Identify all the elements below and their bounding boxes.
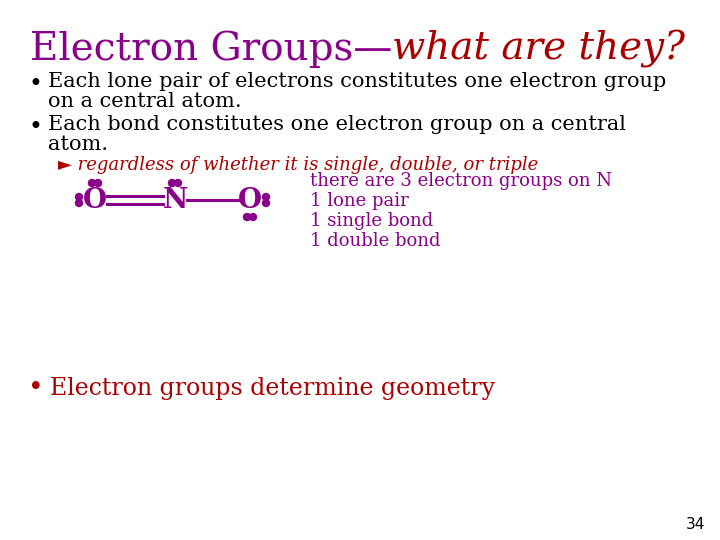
Text: O: O: [83, 186, 107, 213]
Text: Electron Groups—: Electron Groups—: [30, 30, 392, 68]
Circle shape: [94, 179, 102, 186]
Text: •: •: [28, 375, 44, 401]
Text: there are 3 electron groups on N: there are 3 electron groups on N: [310, 172, 612, 190]
Circle shape: [250, 213, 256, 220]
Text: 34: 34: [685, 517, 705, 532]
Circle shape: [168, 179, 176, 186]
Circle shape: [263, 199, 269, 206]
Text: 1 lone pair: 1 lone pair: [310, 192, 409, 210]
Text: what are they?: what are they?: [392, 30, 685, 68]
Text: O: O: [238, 186, 262, 213]
Text: 1 single bond: 1 single bond: [310, 212, 433, 230]
Text: ► regardless of whether it is single, double, or triple: ► regardless of whether it is single, do…: [58, 156, 539, 174]
Text: 1 double bond: 1 double bond: [310, 232, 441, 250]
Circle shape: [76, 193, 83, 200]
Text: •: •: [28, 72, 42, 96]
Text: Electron groups determine geometry: Electron groups determine geometry: [50, 377, 495, 400]
Text: Each bond constitutes one electron group on a central: Each bond constitutes one electron group…: [48, 115, 626, 134]
Text: Each lone pair of electrons constitutes one electron group: Each lone pair of electrons constitutes …: [48, 72, 666, 91]
Text: on a central atom.: on a central atom.: [48, 92, 242, 111]
Circle shape: [243, 213, 251, 220]
Circle shape: [76, 199, 83, 206]
Text: N: N: [162, 186, 188, 213]
Text: atom.: atom.: [48, 135, 108, 154]
Circle shape: [89, 179, 96, 186]
Text: •: •: [28, 115, 42, 139]
Circle shape: [263, 193, 269, 200]
Circle shape: [174, 179, 181, 186]
